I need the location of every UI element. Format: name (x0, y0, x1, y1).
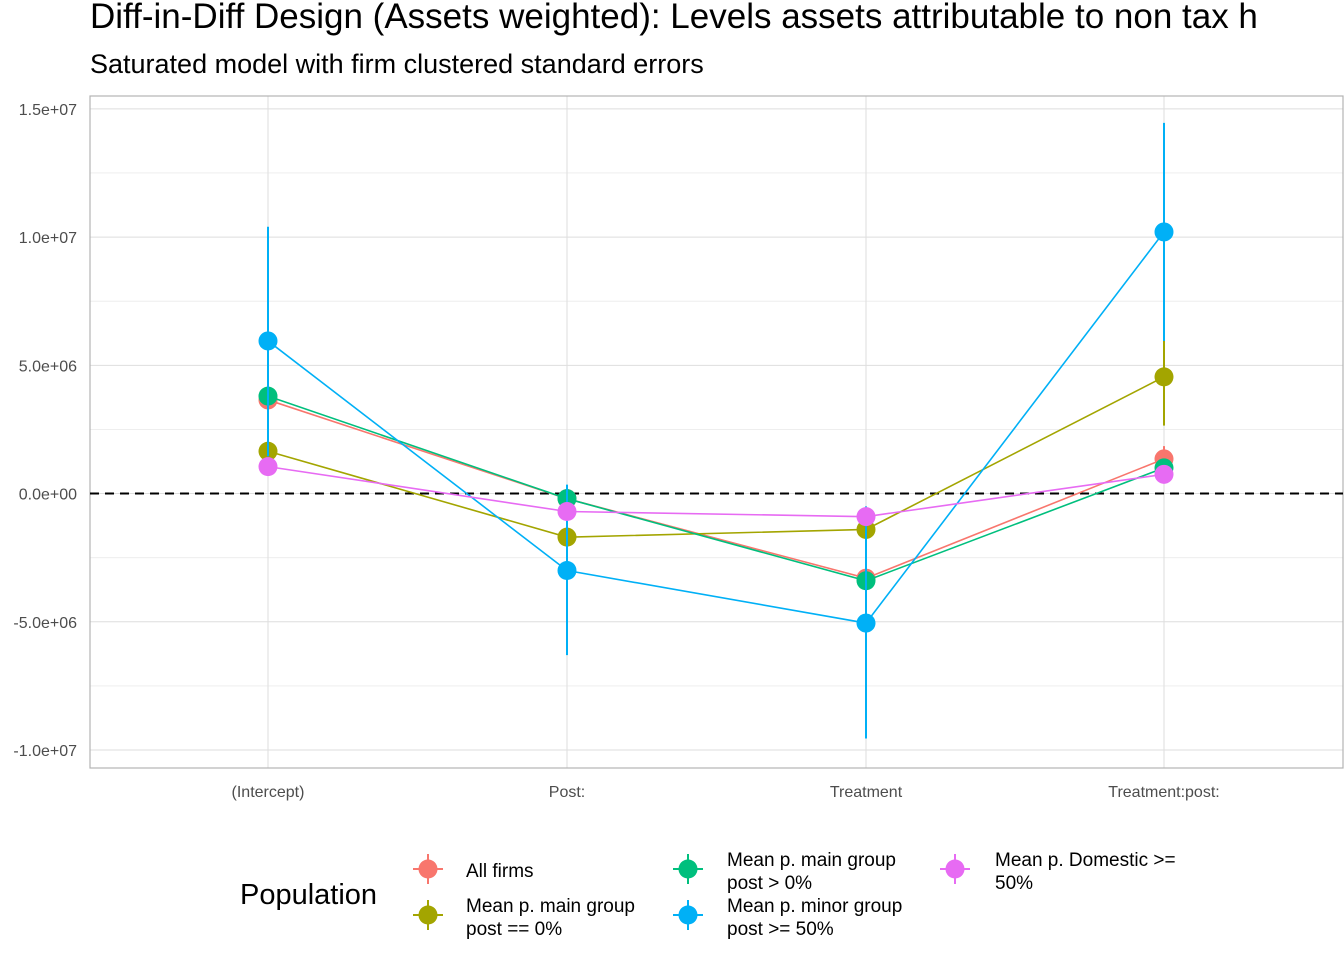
legend-label: All firms (466, 861, 534, 882)
series-line (267, 399, 1165, 580)
y-tick-label: -1.0e+07 (13, 743, 77, 760)
legend-label: post >= 50% (727, 919, 834, 940)
x-tick-label: Treatment:post: (1108, 784, 1219, 801)
series-line (267, 395, 1165, 582)
legend-item-0: All firms (413, 854, 534, 884)
legend-label: post == 0% (466, 919, 562, 940)
data-point (1154, 367, 1174, 387)
legend-label: Mean p. minor group (727, 896, 902, 917)
legend-key-point (678, 859, 698, 879)
y-tick-label: 5.0e+06 (19, 358, 77, 375)
series-3 (258, 122, 1174, 739)
legend-title: Population (240, 879, 377, 911)
legend-key-point (418, 905, 438, 925)
y-tick-label: 0.0e+00 (19, 487, 77, 504)
series-line (267, 231, 1165, 624)
data-point (258, 457, 278, 477)
data-point (856, 507, 876, 527)
series-0 (258, 390, 1174, 588)
chart-subtitle: Saturated model with firm clustered stan… (90, 49, 704, 79)
data-point (856, 613, 876, 633)
y-tick-label: -5.0e+06 (13, 615, 77, 632)
legend-key-point (418, 859, 438, 879)
x-tick-label: (Intercept) (232, 784, 305, 801)
series-line (267, 465, 1165, 518)
legend-key-point (678, 905, 698, 925)
y-tick-label: 1.0e+07 (19, 230, 77, 247)
legend-item-4: Mean p. Domestic >=50% (940, 850, 1176, 894)
plot-area: -1.0e+07 -5.0e+06 0.0e+00 5.0e+06 1.0e+07 1.5… (13, 95, 1344, 801)
series-4 (258, 457, 1174, 527)
data-point (1154, 464, 1174, 484)
legend-label: post > 0% (727, 873, 812, 894)
legend-label: Mean p. Domestic >= (995, 850, 1176, 871)
legend-label: Mean p. main group (466, 896, 635, 917)
series-line (267, 376, 1165, 538)
panel-border (89, 95, 1344, 769)
data-point (1154, 222, 1174, 242)
chart-title: Diff-in-Diff Design (Assets weighted): L… (90, 0, 1258, 36)
x-tick-label: Treatment (830, 784, 903, 801)
legend-key-point (945, 859, 965, 879)
data-point (557, 561, 577, 581)
data-point (557, 502, 577, 522)
data-point (258, 331, 278, 351)
y-tick-label: 1.5e+07 (19, 102, 77, 119)
x-tick-label: Post: (549, 784, 585, 801)
legend-label: Mean p. main group (727, 850, 896, 871)
legend-label: 50% (995, 873, 1033, 894)
